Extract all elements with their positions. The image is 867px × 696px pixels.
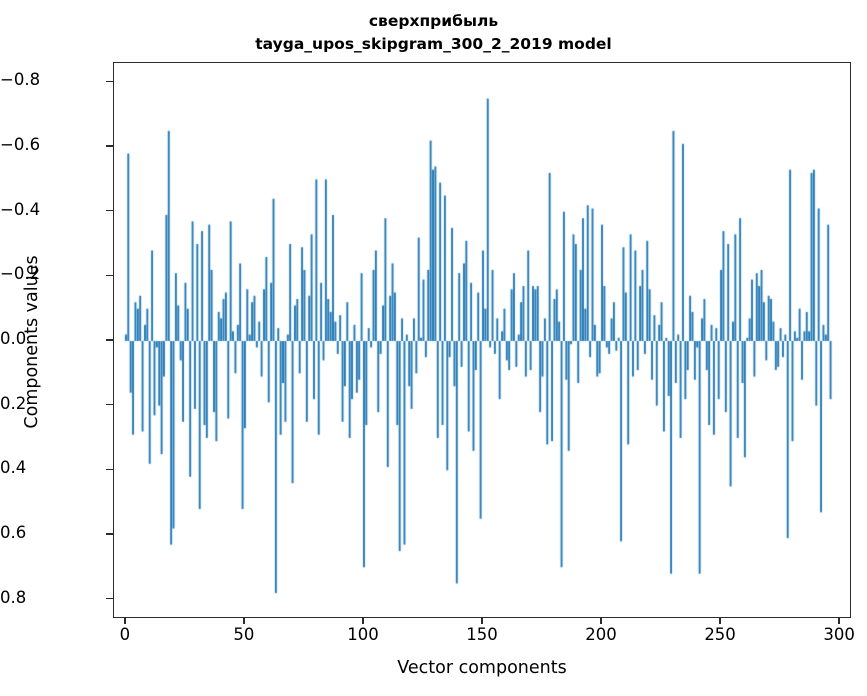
y-tick-mark <box>106 145 113 147</box>
x-tick-mark <box>481 617 483 624</box>
x-tick-mark <box>243 617 245 624</box>
y-tick-mark <box>106 533 113 535</box>
x-tick-mark <box>719 617 721 624</box>
y-tick-mark <box>106 597 113 600</box>
x-tick-label: 50 <box>233 625 255 644</box>
x-tick-label: 250 <box>704 625 736 644</box>
x-tick-label: 100 <box>347 625 379 644</box>
y-tick-mark <box>106 274 113 276</box>
x-tick-label: 300 <box>823 625 855 644</box>
y-tick-mark <box>106 339 113 341</box>
y-tick-mark <box>106 80 113 83</box>
y-axis-tick-labels: 0.8 0.6 0.4 0.2 0.0 −0.2 −0.4 −0.6 −0.8 <box>0 0 113 696</box>
x-axis-label: Vector components <box>397 658 567 678</box>
bar-series-canvas <box>114 63 852 619</box>
x-tick-mark <box>124 617 126 624</box>
x-tick-label: 200 <box>585 625 617 644</box>
x-tick-mark <box>838 617 840 624</box>
y-axis-label: Components values <box>22 255 42 429</box>
plot-area <box>113 62 852 619</box>
y-tick-mark <box>106 404 113 406</box>
y-tick-mark <box>106 210 113 212</box>
x-tick-mark <box>600 617 602 624</box>
y-tick-mark <box>106 468 113 470</box>
x-tick-mark <box>362 617 364 624</box>
x-tick-label: 150 <box>466 625 498 644</box>
x-tick-label: 0 <box>119 625 131 644</box>
